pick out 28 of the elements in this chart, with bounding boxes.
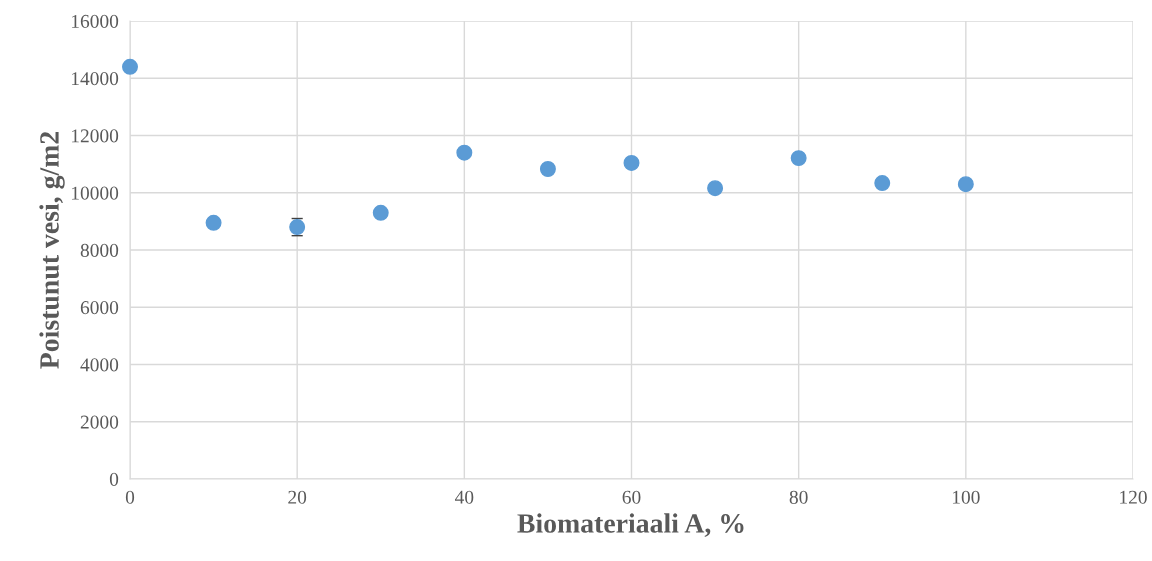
y-tick-label: 6000 xyxy=(80,301,119,315)
point xyxy=(205,214,222,231)
x-tick-label: 20 xyxy=(288,490,307,504)
y-tick-label: 16000 xyxy=(71,14,119,28)
x-axis-title: Biomateriaali A, % xyxy=(517,513,744,537)
y-tick-label: 4000 xyxy=(80,358,119,372)
y-tick-label: 8000 xyxy=(80,243,119,257)
x-tick-label: 100 xyxy=(952,490,980,504)
y-tick-label: 12000 xyxy=(71,129,119,143)
y-tick-label: 14000 xyxy=(71,72,119,86)
x-tick-label: 80 xyxy=(789,490,808,504)
x-tick-label: 120 xyxy=(1120,490,1147,504)
y-tick-label: 0 xyxy=(109,472,119,486)
y-axis-title: Poistunut vesi, g/m2 xyxy=(39,131,65,369)
x-tick-label: 0 xyxy=(125,490,135,504)
point xyxy=(372,204,389,221)
x-tick-label: 40 xyxy=(454,490,474,504)
x-tick-label: 60 xyxy=(622,490,641,504)
y-tick-label: 10000 xyxy=(71,186,119,200)
point xyxy=(539,161,556,177)
point xyxy=(707,180,724,197)
point xyxy=(122,58,138,75)
point xyxy=(623,155,640,171)
point xyxy=(456,144,473,161)
point xyxy=(874,175,891,191)
y-tick-label: 2000 xyxy=(80,415,119,429)
point xyxy=(790,150,807,167)
point xyxy=(957,176,974,193)
